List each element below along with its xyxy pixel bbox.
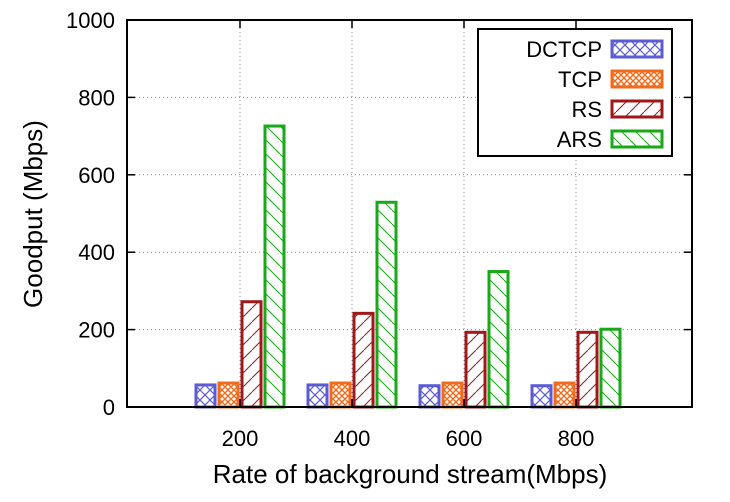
bar-dctcp-600 [418, 384, 441, 409]
legend-label-ars: ARS [557, 127, 602, 152]
legend-swatch-ars [610, 129, 664, 149]
x-axis-title: Rate of background stream(Mbps) [213, 459, 608, 489]
y-axis-title: Goodput (Mbps) [18, 120, 48, 308]
legend-swatch-rs [610, 99, 664, 119]
bars [194, 124, 622, 409]
axis-ticks: 0 200 400 600 800 1000 200 400 600 800 [66, 8, 692, 451]
x-tick-label: 800 [558, 426, 595, 451]
y-tick-label: 400 [78, 240, 115, 265]
legend-label-dctcp: DCTCP [526, 37, 602, 62]
bar-tcp-600 [441, 381, 464, 409]
bar-ars-200 [263, 124, 286, 409]
bar-ars-800 [599, 327, 622, 409]
x-tick-label: 200 [222, 426, 259, 451]
bar-ars-400 [375, 200, 398, 409]
legend: DCTCP TCP RS ARS [477, 28, 673, 157]
legend-label-rs: RS [571, 97, 602, 122]
plot-frame [126, 19, 693, 408]
bar-dctcp-200 [194, 383, 217, 409]
y-tick-label: 600 [78, 163, 115, 188]
y-tick-label: 0 [103, 395, 115, 420]
bar-tcp-400 [329, 381, 352, 409]
y-tick-label: 1000 [66, 8, 115, 33]
x-tick-label: 600 [446, 426, 483, 451]
legend-swatch-dctcp [610, 39, 664, 59]
legend-label-tcp: TCP [558, 67, 602, 92]
bar-tcp-200 [217, 381, 240, 409]
bar-ars-600 [487, 270, 510, 409]
bar-rs-600 [464, 330, 487, 409]
x-tick-label: 400 [334, 426, 371, 451]
bar-dctcp-400 [306, 383, 329, 409]
bar-tcp-800 [553, 381, 576, 409]
bar-dctcp-800 [530, 384, 553, 409]
bar-rs-800 [576, 330, 599, 409]
y-tick-label: 800 [78, 85, 115, 110]
y-tick-label: 200 [78, 318, 115, 343]
legend-swatch-tcp [610, 69, 664, 89]
bar-rs-400 [352, 311, 375, 409]
bar-rs-200 [240, 300, 263, 409]
